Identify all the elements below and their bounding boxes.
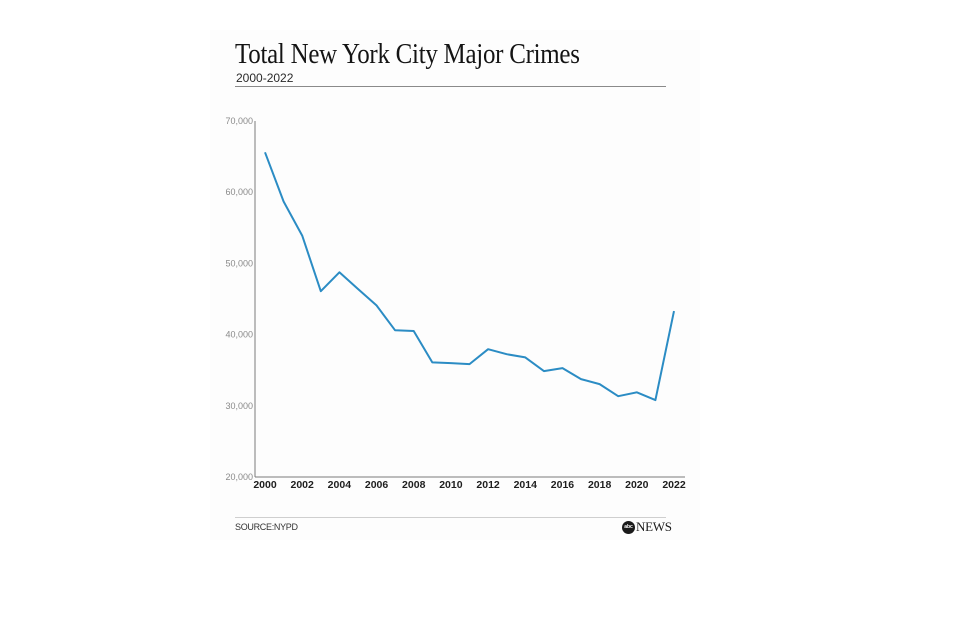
y-tick-label: 20,000 (225, 472, 253, 482)
x-tick-label: 2008 (402, 479, 426, 491)
x-tick-label: 2004 (328, 479, 352, 491)
x-tick-label: 2006 (365, 479, 389, 491)
x-tick-label: 2016 (551, 479, 575, 491)
abc-news-logo: abc NEWS (622, 519, 672, 535)
footer-divider (235, 517, 666, 518)
x-tick-label: 2022 (662, 479, 686, 491)
y-tick-label: 30,000 (225, 401, 253, 411)
x-tick-label: 2002 (291, 479, 315, 491)
y-axis-ticks: 20,000 30,000 40,000 50,000 60,000 70,000 (225, 116, 253, 482)
chart-title: Total New York City Major Crimes (235, 38, 580, 70)
news-wordmark: NEWS (636, 519, 672, 534)
x-tick-label: 2010 (439, 479, 463, 491)
source-label: SOURCE:NYPD (235, 522, 298, 532)
title-divider (235, 86, 666, 87)
x-axis-ticks: 2000 2002 2004 2006 2008 2010 2012 2014 2016 2018… (253, 479, 686, 491)
y-tick-label: 70,000 (225, 116, 253, 126)
x-tick-label: 2014 (514, 479, 538, 491)
y-tick-label: 40,000 (225, 330, 253, 340)
chart-subtitle: 2000-2022 (236, 71, 294, 85)
x-tick-label: 2018 (588, 479, 612, 491)
y-tick-label: 50,000 (225, 258, 253, 268)
x-tick-label: 2012 (476, 479, 500, 491)
x-tick-label: 2020 (625, 479, 649, 491)
x-tick-label: 2000 (253, 479, 277, 491)
abc-logo-icon: abc (622, 520, 635, 534)
y-tick-label: 60,000 (225, 187, 253, 197)
series-line (264, 151, 675, 402)
chart-card (210, 30, 700, 540)
